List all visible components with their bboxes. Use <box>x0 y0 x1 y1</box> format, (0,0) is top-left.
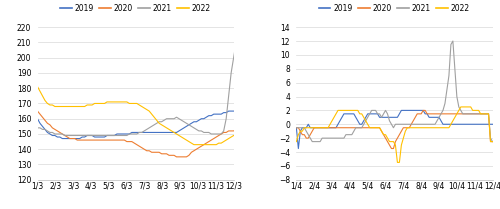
Legend: 2019, 2020, 2021, 2022: 2019, 2020, 2021, 2022 <box>316 0 473 16</box>
Legend: 2019, 2020, 2021, 2022: 2019, 2020, 2021, 2022 <box>57 0 214 16</box>
